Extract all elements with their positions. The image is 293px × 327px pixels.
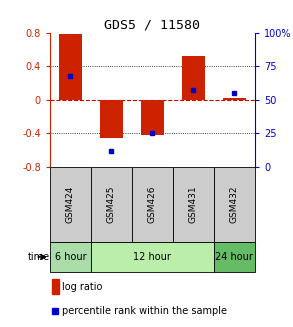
Bar: [91, 242, 214, 272]
Text: GSM431: GSM431: [189, 186, 198, 223]
Text: GSM432: GSM432: [230, 186, 239, 223]
Text: 24 hour: 24 hour: [215, 252, 253, 262]
Bar: [52, 279, 59, 294]
Text: GSM424: GSM424: [66, 186, 75, 223]
Title: GDS5 / 11580: GDS5 / 11580: [104, 19, 200, 31]
Bar: [223, 98, 246, 100]
Text: GSM426: GSM426: [148, 186, 157, 223]
Bar: [50, 242, 91, 272]
Text: log ratio: log ratio: [62, 282, 103, 292]
Bar: [50, 167, 91, 242]
Bar: [141, 100, 163, 135]
Bar: [214, 167, 255, 242]
Bar: [182, 56, 205, 100]
Bar: [132, 167, 173, 242]
Text: GSM425: GSM425: [107, 186, 116, 223]
Bar: [100, 100, 123, 138]
Text: time: time: [28, 252, 50, 262]
Text: percentile rank within the sample: percentile rank within the sample: [62, 305, 227, 316]
Bar: [91, 167, 132, 242]
Bar: [173, 167, 214, 242]
Bar: [59, 34, 81, 100]
Text: 6 hour: 6 hour: [54, 252, 86, 262]
Text: 12 hour: 12 hour: [133, 252, 171, 262]
Bar: [214, 242, 255, 272]
